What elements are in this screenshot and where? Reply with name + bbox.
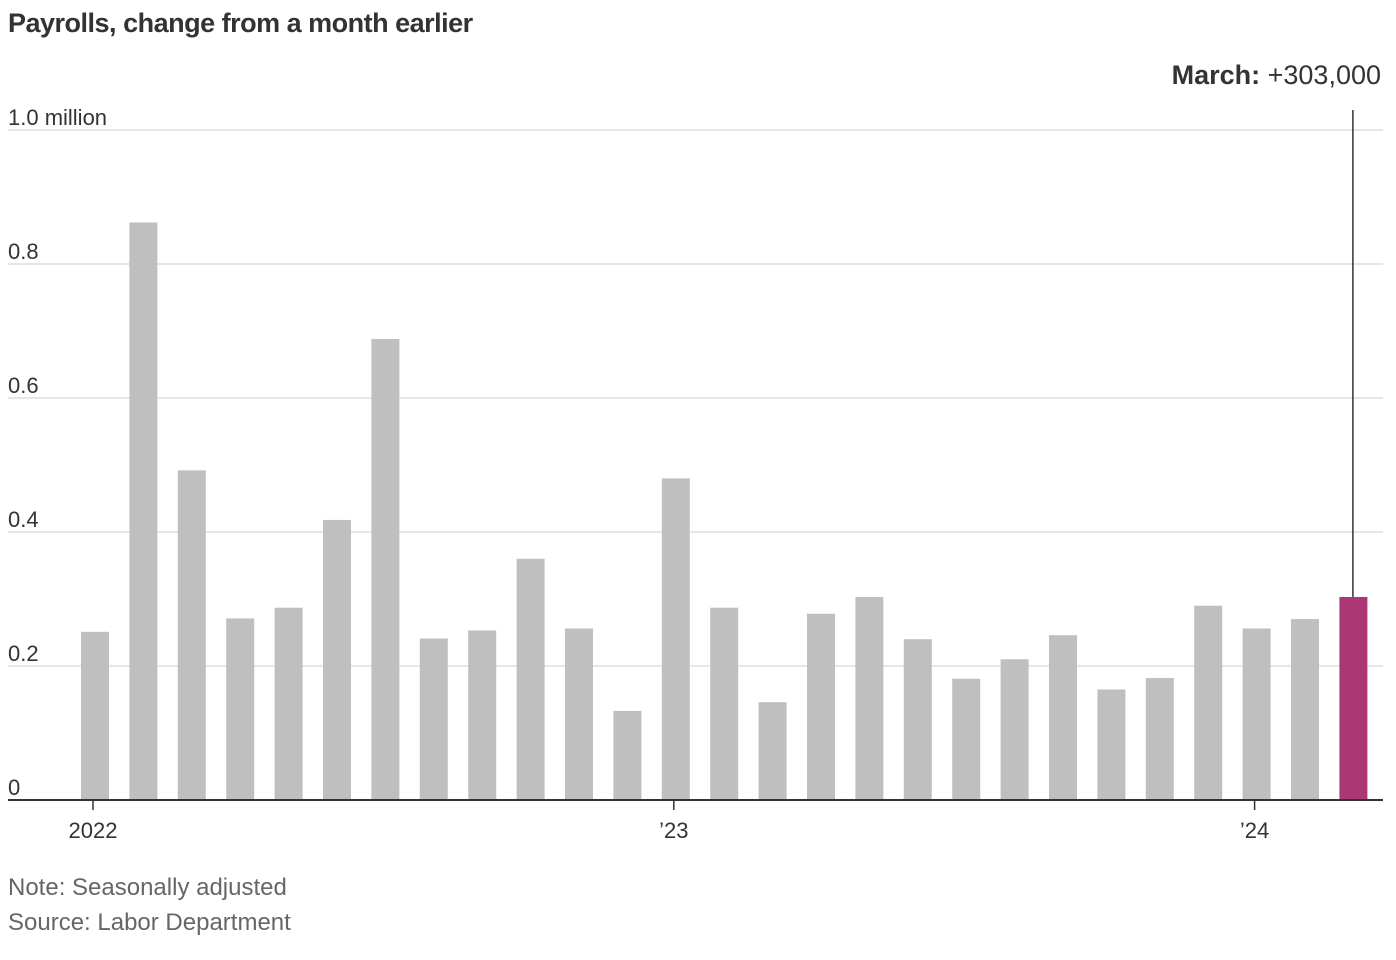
bar <box>565 628 593 800</box>
bar <box>371 339 400 800</box>
bar <box>1145 678 1174 800</box>
chart-title: Payrolls, change from a month earlier <box>8 8 473 38</box>
annotation-month: March: <box>1172 60 1268 90</box>
bar <box>516 558 545 800</box>
x-axis-tick-labels: 2022 ’23 ’24 <box>69 818 1270 843</box>
bar <box>855 596 884 800</box>
bars <box>81 222 1368 800</box>
x-tick-label: 2022 <box>69 818 118 843</box>
bar <box>274 607 303 800</box>
bar <box>1194 605 1223 800</box>
y-tick-label: 0.6 <box>8 373 39 398</box>
y-tick-label: 0.4 <box>8 507 39 532</box>
x-axis <box>8 799 1383 810</box>
annotation-label: March: +303,000 <box>1172 60 1381 90</box>
bar <box>226 618 255 800</box>
bar <box>661 478 690 800</box>
bar <box>468 630 497 800</box>
bar <box>1097 689 1126 800</box>
y-tick-label: 0.8 <box>8 239 39 264</box>
x-tick-label: ’24 <box>1240 818 1269 843</box>
y-axis-tick-labels: 0 0.2 0.4 0.6 0.8 1.0 million <box>8 105 107 800</box>
y-tick-label: 0 <box>8 775 20 800</box>
annotation-value: +303,000 <box>1268 60 1381 90</box>
bar <box>613 710 642 800</box>
bar <box>1049 635 1077 800</box>
chart-note: Note: Seasonally adjusted <box>8 874 287 901</box>
bar <box>952 678 981 800</box>
bar <box>1000 659 1029 800</box>
bar <box>419 638 448 800</box>
bar <box>710 607 739 800</box>
bar <box>323 519 351 800</box>
y-tick-label: 1.0 million <box>8 105 107 130</box>
bar <box>758 702 787 800</box>
x-tick-label: ’23 <box>659 818 688 843</box>
chart-source: Source: Labor Department <box>8 909 291 936</box>
bar <box>177 470 206 800</box>
bar <box>1291 619 1319 800</box>
bar <box>1242 628 1271 800</box>
annotation: March: +303,000 <box>1172 60 1381 597</box>
gridlines <box>8 129 1383 667</box>
bar <box>903 639 932 800</box>
bar-highlight <box>1339 596 1368 800</box>
bar <box>81 631 109 800</box>
y-tick-label: 0.2 <box>8 641 39 666</box>
bar <box>129 222 158 800</box>
bar <box>807 613 835 800</box>
